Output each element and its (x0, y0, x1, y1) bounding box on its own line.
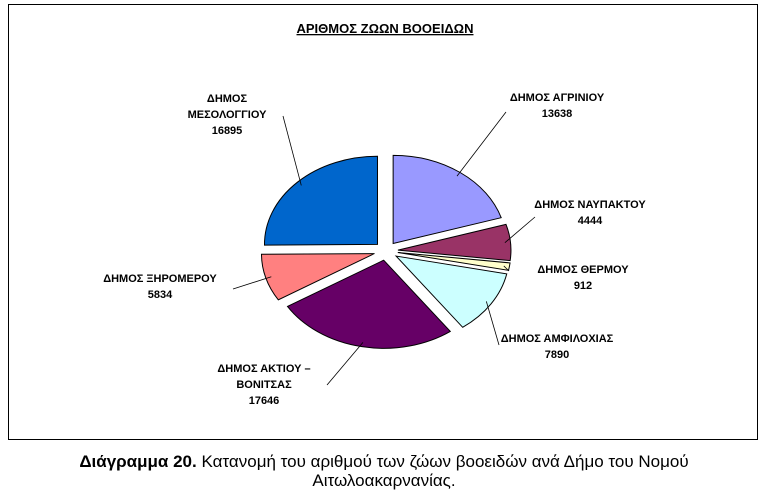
caption-text-line1: Κατανομή του αριθμού των ζώων βοοειδών α… (196, 452, 689, 471)
slice-label: ΔΗΜΟΣ ΑΓΡΙΝΙΟΥ 13638 (510, 92, 605, 120)
leader-line (456, 111, 507, 177)
slice-value: 7890 (545, 349, 569, 361)
slice-category: ΔΗΜΟΣ ΑΜΦΙΛΟΧΙΑΣ (501, 333, 614, 345)
slice-value: 17646 (249, 395, 280, 407)
slice-value: 912 (574, 280, 592, 292)
slice-label: ΔΗΜΟΣ ΜΕΣΟΛΟΓΓΙΟΥ 16895 (188, 93, 267, 137)
slice-label: ΔΗΜΟΣ ΘΕΡΜΟΥ 912 (537, 264, 629, 292)
slice-category: ΒΟΝΙΤΣΑΣ (236, 379, 292, 391)
slice-category: ΜΕΣΟΛΟΓΓΙΟΥ (188, 109, 267, 121)
slice-label: ΔΗΜΟΣ ΑΜΦΙΛΟΧΙΑΣ 7890 (501, 333, 614, 361)
leader-line (232, 276, 272, 290)
chart-title: ΑΡΙΘΜΟΣ ΖΩΩΝ ΒΟΟΕΙΔΩΝ (297, 21, 474, 36)
leader-line (485, 301, 500, 346)
leader-line (503, 265, 510, 272)
pie-chart: ΑΡΙΘΜΟΣ ΖΩΩΝ ΒΟΟΕΙΔΩΝ ΔΗΜΟΣ ΑΓΡΙΝΙΟΥ 1363… (103, 21, 646, 407)
slice-category: ΔΗΜΟΣ ΑΓΡΙΝΙΟΥ (510, 92, 605, 104)
slice-category: ΔΗΜΟΣ ΘΕΡΜΟΥ (537, 264, 629, 276)
slice-value: 4444 (578, 215, 603, 227)
slice-category: ΔΗΜΟΣ (207, 93, 248, 105)
leader-line (326, 342, 364, 386)
leader-line (504, 216, 536, 244)
slice-label: ΔΗΜΟΣ ΝΑΥΠΑΚΤΟΥ 4444 (534, 199, 646, 227)
chart-frame: ΑΡΙΘΜΟΣ ΖΩΩΝ ΒΟΟΕΙΔΩΝ ΔΗΜΟΣ ΑΓΡΙΝΙΟΥ 1363… (8, 4, 758, 440)
slice-value: 16895 (212, 125, 243, 137)
caption-text-line2: Αιτωλοακαρνανίας. (312, 471, 456, 490)
pie-slice (263, 155, 378, 246)
caption-label: Διάγραμμα 20. (79, 452, 197, 471)
slice-category: ΔΗΜΟΣ ΑΚΤΙΟΥ – (217, 363, 310, 375)
pie-slice (286, 259, 452, 349)
pie-slice (394, 255, 508, 328)
slice-category: ΔΗΜΟΣ ΞΗΡΟΜΕΡΟΥ (103, 273, 217, 285)
pie-slice (392, 154, 502, 245)
leader-line (282, 115, 302, 186)
pie-slice (397, 223, 512, 262)
slice-category: ΔΗΜΟΣ ΝΑΥΠΑΚΤΟΥ (534, 199, 646, 211)
slice-label: ΔΗΜΟΣ ΞΗΡΟΜΕΡΟΥ 5834 (103, 273, 217, 301)
slice-value: 5834 (148, 289, 173, 301)
slice-label: ΔΗΜΟΣ ΑΚΤΙΟΥ – ΒΟΝΙΤΣΑΣ 17646 (217, 363, 310, 407)
pie-slice (260, 253, 375, 301)
slice-value: 13638 (542, 108, 573, 120)
figure-caption: Διάγραμμα 20. Κατανομή του αριθμού των ζ… (0, 452, 768, 490)
